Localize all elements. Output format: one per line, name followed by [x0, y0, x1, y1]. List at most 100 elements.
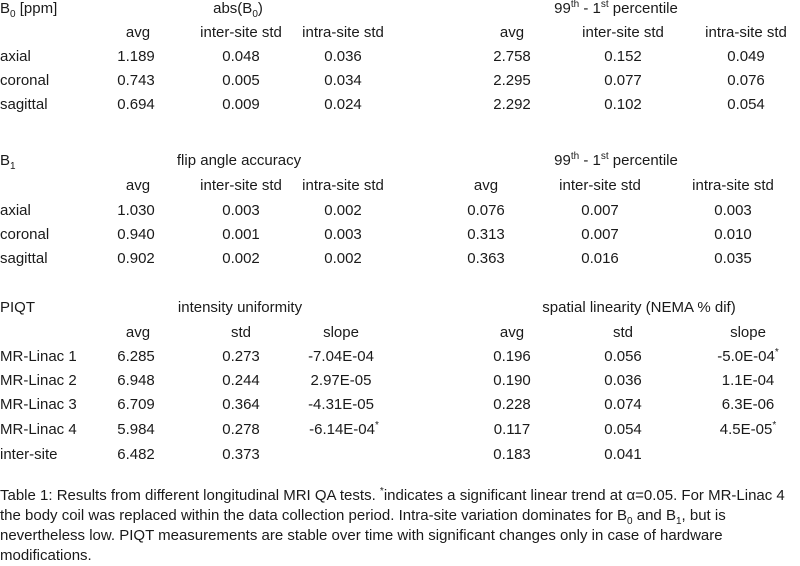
b1-right-title-b: - 1 [579, 152, 601, 169]
table-cell: 1.030 [117, 202, 155, 219]
table-cell: 0.041 [604, 446, 642, 463]
b0-right-title-a: 99 [554, 0, 571, 17]
table-cell: 0.117 [493, 421, 531, 438]
table-cell: 2.97E-05 [311, 372, 372, 390]
b1-row-label: sagittal [0, 250, 48, 267]
table-cell: 0.007 [581, 202, 619, 219]
table-cell: 0.003 [222, 202, 260, 219]
table-cell: 0.010 [714, 226, 752, 243]
b1-right-title-c: percentile [608, 152, 678, 169]
table-cell: 0.048 [222, 48, 260, 65]
b0-header-left: intra-site std [302, 24, 384, 41]
piqt-right-title: spatial linearity (NEMA % dif) [542, 299, 736, 316]
b1-header-right: intra-site std [692, 177, 774, 194]
b0-header-right: intra-site std [705, 24, 787, 41]
table-cell: 0.003 [324, 226, 362, 243]
b0-right-title-sup-b: st [600, 0, 609, 10]
table-cell: 0.003 [714, 202, 752, 219]
table-cell: 0.074 [604, 396, 642, 413]
b1-header-right: inter-site std [559, 177, 641, 194]
b0-right-title-c: percentile [608, 0, 678, 17]
table-cell: 0.036 [324, 48, 362, 65]
slope-value: 4.5E-05 [719, 421, 773, 438]
b0-right-title-sup-a: th [570, 0, 580, 10]
caption-sub: 0 [627, 516, 633, 527]
caption-part: Table 1: Results from different longitud… [0, 487, 380, 504]
table-cell: 6.3E-06 [722, 396, 775, 414]
table-cell: -5.0E-04* [717, 348, 778, 366]
b0-label-sub: 0 [10, 9, 16, 20]
table-cell: -6.14E-04* [309, 421, 379, 439]
table-cell: 0.002 [324, 250, 362, 267]
b0-header-left: inter-site std [200, 24, 282, 41]
table-cell: 6.482 [117, 446, 155, 463]
b0-header-right: avg [499, 24, 525, 41]
slope-value: -6.14E-04 [309, 421, 375, 438]
piqt-header-left: std [230, 324, 252, 341]
b0-header-right: inter-site std [582, 24, 664, 41]
significance-marker: * [774, 347, 779, 358]
table-cell: 0.034 [324, 72, 362, 89]
table-cell: 0.196 [493, 348, 531, 365]
b1-header-right: avg [473, 177, 499, 194]
b0-row-label: coronal [0, 72, 50, 89]
table-cell: 0.152 [604, 48, 642, 65]
table-cell: -4.31E-05 [308, 396, 374, 414]
table-cell: 0.035 [714, 250, 752, 267]
slope-value: -4.31E-05 [308, 396, 374, 413]
caption-part: and B [632, 507, 676, 524]
table-cell: 0.002 [324, 202, 362, 219]
b1-row-label: coronal [0, 226, 50, 243]
caption-part: , but is nevertheless low. PIQT measurem… [0, 507, 726, 564]
table-cell: 0.363 [467, 250, 505, 267]
b1-right-title: 99th - 1st percentile [554, 152, 678, 170]
table-cell: 2.292 [493, 96, 531, 113]
b0-left-title-sub: 0 [252, 9, 258, 20]
table-cell: 4.5E-05* [720, 421, 776, 439]
table-cell: 0.190 [493, 372, 531, 389]
b0-header-left: avg [125, 24, 151, 41]
b1-right-title-sup-a: th [570, 151, 580, 162]
piqt-header-right: std [612, 324, 634, 341]
significance-marker: * [772, 420, 777, 431]
table-cell: -7.04E-04 [308, 348, 374, 366]
significance-marker: * [374, 420, 379, 431]
table-cell: 0.036 [604, 372, 642, 389]
slope-value: -7.04E-04 [308, 348, 374, 365]
b1-header-left: intra-site std [302, 177, 384, 194]
table-cell: 0.009 [222, 96, 260, 113]
b0-left-title-end: ) [257, 0, 263, 17]
b0-right-title-b: - 1 [579, 0, 601, 17]
piqt-row-label: MR-Linac 1 [0, 348, 77, 365]
table-cell: 6.948 [117, 372, 155, 389]
slope-value: 6.3E-06 [721, 396, 775, 413]
table-cell: 5.984 [117, 421, 155, 438]
piqt-row-label: MR-Linac 2 [0, 372, 77, 389]
table-cell: 0.024 [324, 96, 362, 113]
table-cell: 0.077 [604, 72, 642, 89]
piqt-header-right: slope [730, 324, 766, 341]
table-cell: 2.758 [493, 48, 531, 65]
slope-value: 1.1E-04 [721, 372, 775, 389]
b1-right-title-sup-b: st [600, 151, 609, 162]
b1-label-main: B [0, 152, 11, 169]
b1-label-sub: 1 [10, 161, 16, 172]
table-cell: 0.364 [222, 396, 260, 413]
table-cell: 0.940 [117, 226, 155, 243]
table-cell: 0.273 [222, 348, 260, 365]
table-cell: 0.076 [727, 72, 765, 89]
table-cell: 0.001 [222, 226, 260, 243]
table-cell: 6.709 [117, 396, 155, 413]
b0-left-title: abs(B0) [213, 0, 263, 20]
piqt-header-left: slope [323, 324, 359, 341]
table-cell: 0.076 [467, 202, 505, 219]
table-cell: 0.016 [581, 250, 619, 267]
b1-header-left: avg [125, 177, 151, 194]
table-cell: 0.054 [604, 421, 642, 438]
slope-value: 2.97E-05 [310, 372, 372, 389]
b1-left-title: flip angle accuracy [176, 152, 302, 169]
b0-row-label: axial [0, 48, 31, 65]
table-cell: 0.313 [467, 226, 505, 243]
table-cell: 0.102 [604, 96, 642, 113]
